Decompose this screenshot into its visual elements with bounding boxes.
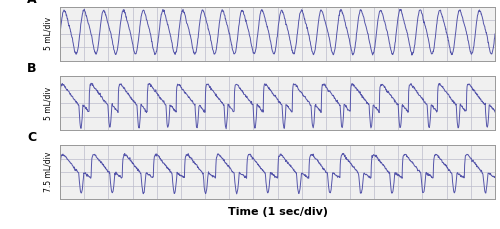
Y-axis label: 7.5 mL/div: 7.5 mL/div <box>44 152 52 192</box>
Y-axis label: 5 mL/div: 5 mL/div <box>44 17 52 50</box>
Text: A: A <box>28 0 37 6</box>
Y-axis label: 5 mL/div: 5 mL/div <box>44 87 52 120</box>
Text: B: B <box>28 62 37 75</box>
Text: C: C <box>28 131 36 144</box>
X-axis label: Time (1 sec/div): Time (1 sec/div) <box>228 207 328 217</box>
